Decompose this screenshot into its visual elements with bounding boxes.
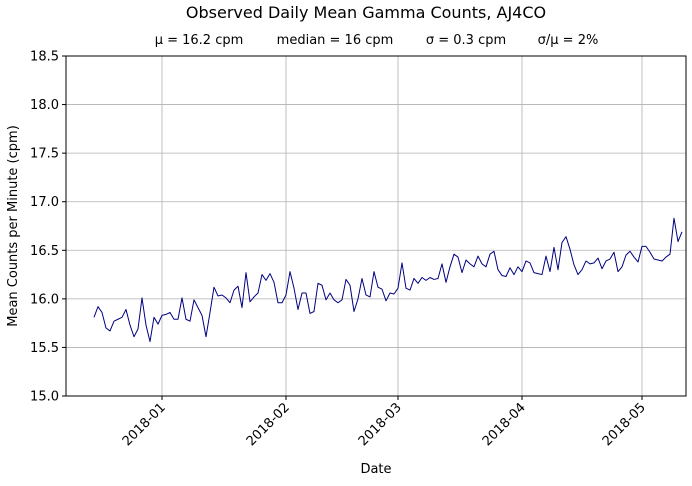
y-tick-label: 17.5 bbox=[30, 147, 59, 162]
y-tick-label: 18.0 bbox=[30, 98, 59, 113]
y-tick-label: 15.0 bbox=[30, 390, 59, 405]
stat-cv: σ/μ = 2% bbox=[538, 33, 599, 48]
y-tick-label: 16.5 bbox=[30, 244, 59, 259]
y-axis: 15.0 15.5 16.0 16.5 17.0 17.5 18.0 18.5 bbox=[30, 50, 66, 405]
data-layer bbox=[93, 217, 683, 343]
y-tick-label: 16.0 bbox=[30, 292, 59, 307]
y-tick-label: 18.5 bbox=[30, 50, 59, 65]
chart-title: Observed Daily Mean Gamma Counts, AJ4CO bbox=[186, 3, 546, 22]
y-tick-label: 17.0 bbox=[30, 195, 59, 210]
stat-median: median = 16 cpm bbox=[277, 33, 394, 48]
plot-area-frame bbox=[65, 55, 687, 397]
series-line bbox=[93, 217, 683, 343]
y-tick-label: 15.5 bbox=[30, 341, 59, 356]
grid bbox=[66, 55, 686, 397]
x-axis-label: Date bbox=[360, 462, 391, 477]
stat-mean: μ = 16.2 cpm bbox=[155, 33, 244, 48]
stat-std: σ = 0.3 cpm bbox=[426, 33, 506, 48]
y-axis-label: Mean Counts per Minute (cpm) bbox=[6, 125, 21, 327]
